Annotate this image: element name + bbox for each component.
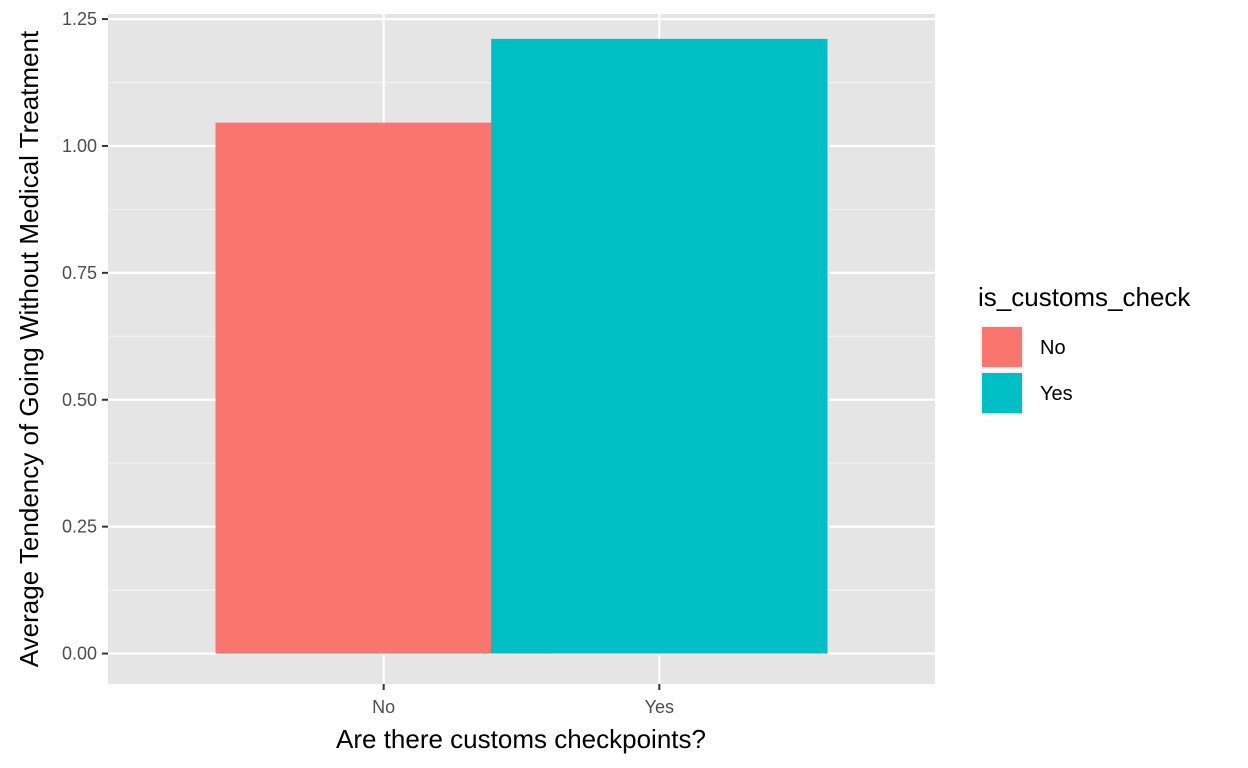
y-tick-label: 0.25 (62, 517, 97, 537)
legend-label: No (1040, 337, 1066, 359)
y-axis-title: Average Tendency of Going Without Medica… (14, 30, 44, 667)
y-tick-label: 0.75 (62, 263, 97, 283)
x-tick-label: No (372, 697, 395, 717)
bars (215, 38, 828, 654)
y-axis: 0.00 0.25 0.50 0.75 1.00 1.25 (62, 9, 108, 664)
x-axis: No Yes (372, 684, 674, 717)
y-tick-label: 1.25 (62, 9, 97, 29)
legend-title: is_customs_check (978, 282, 1191, 312)
legend-label: Yes (1040, 383, 1073, 405)
y-tick-label: 1.00 (62, 136, 97, 156)
legend-key-no (982, 327, 1022, 367)
x-axis-title: Are there customs checkpoints? (336, 724, 706, 754)
bar-yes (491, 38, 828, 654)
legend-key-yes (982, 373, 1022, 413)
y-tick-label: 0.00 (62, 644, 97, 664)
legend: is_customs_check No Yes (978, 282, 1191, 415)
x-tick-label: Yes (645, 697, 674, 717)
y-tick-label: 0.50 (62, 390, 97, 410)
